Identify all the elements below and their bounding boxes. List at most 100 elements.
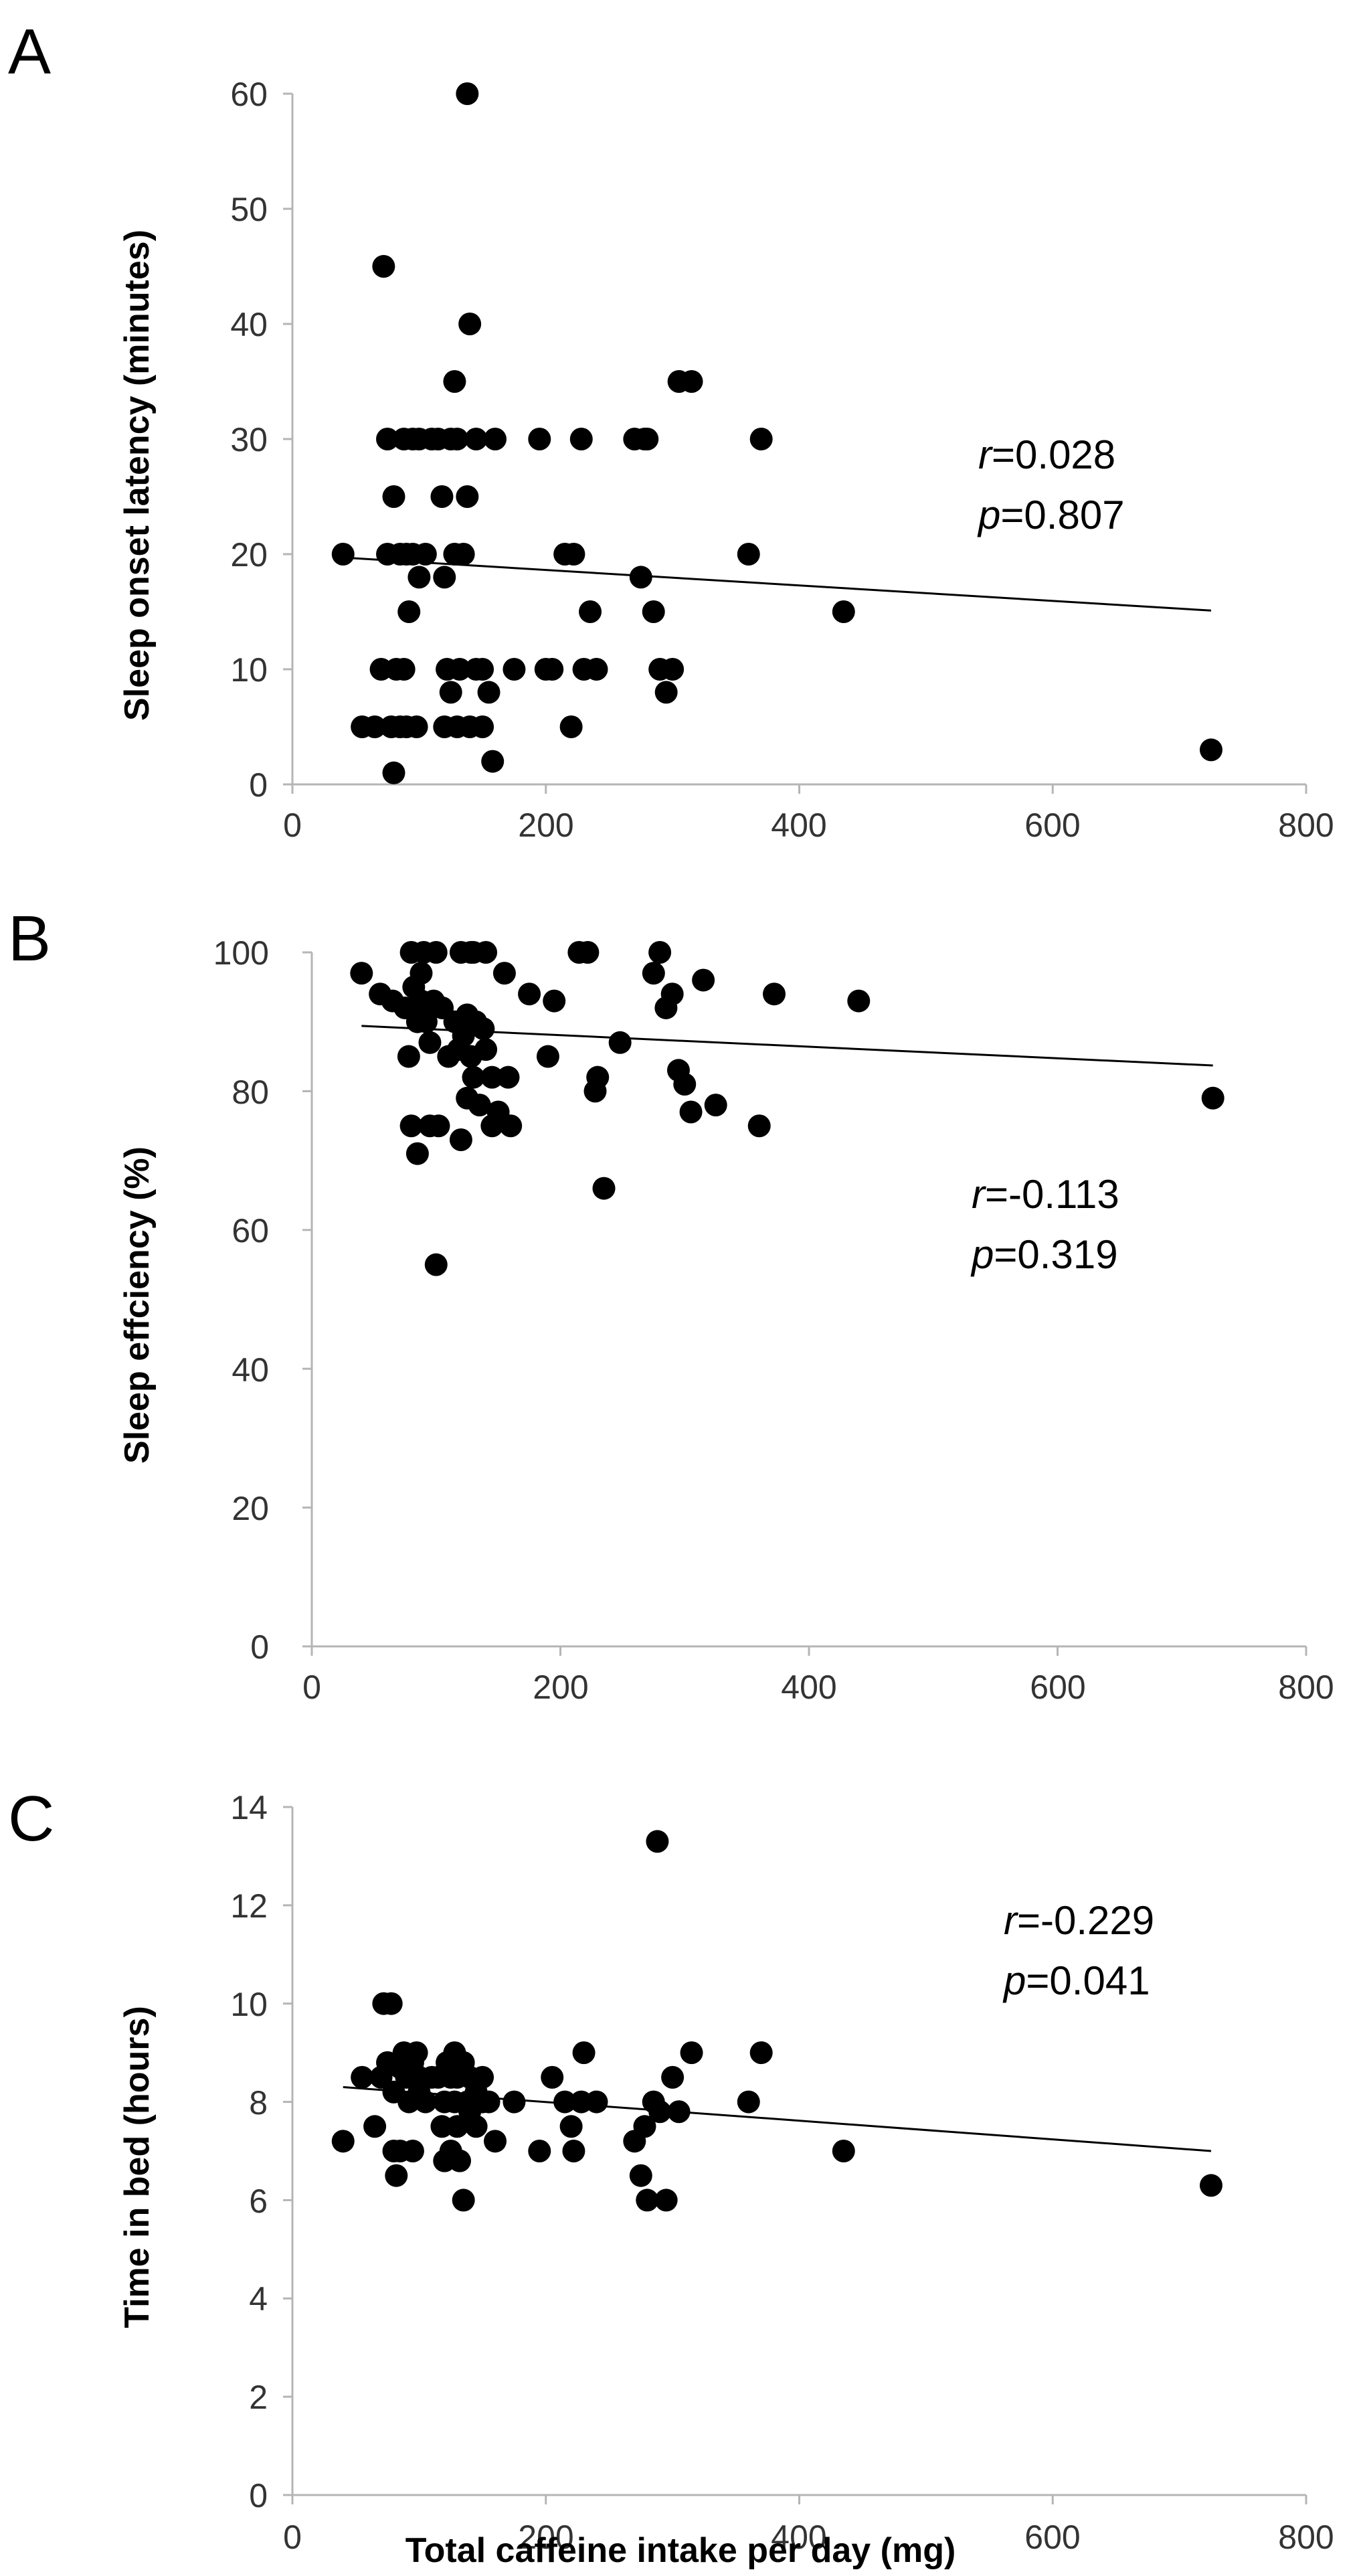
panel-a-tickmarks	[283, 92, 1307, 794]
panel-c-data-point	[559, 2115, 583, 2138]
panel-b-xtick: 200	[533, 1668, 588, 1706]
panel-a-data-point	[452, 543, 475, 566]
panel-b-xtick: 0	[302, 1668, 321, 1706]
panel-c-p-stat: p=0.041	[1002, 1958, 1150, 2003]
panel-a-data-point	[541, 658, 564, 681]
panel-c-ytick: 2	[249, 2379, 268, 2416]
panel-a-r-stat: r=0.028	[978, 432, 1115, 477]
panel-b-data-point	[350, 962, 373, 985]
panel-a-data-point	[433, 566, 456, 589]
panel-c-ytick: 14	[230, 1789, 268, 1826]
panel-a-data-point	[456, 82, 479, 105]
panel-b-data-point	[474, 941, 498, 964]
panel-a-data-point	[1199, 738, 1222, 762]
panel-c-data-point	[464, 2115, 488, 2138]
panel-b-data-point	[499, 1114, 523, 1138]
panel-b-data-point	[576, 941, 600, 964]
panel-c-data-point	[1199, 2174, 1222, 2197]
panel-a-ytick: 0	[249, 766, 268, 804]
panel-b-xtick: 400	[781, 1668, 836, 1706]
panel-b-data-point	[704, 1094, 727, 1117]
panel-b-data-point	[427, 1114, 450, 1138]
panel-a-data-point	[382, 761, 405, 784]
panel-b-data-point	[762, 982, 786, 1006]
panel-c-data-point	[363, 2115, 387, 2138]
panel-b-data-point	[410, 962, 433, 985]
panel-a-data-point	[749, 428, 773, 450]
panel-b-data-point	[847, 989, 871, 1013]
panel-b-data-point	[424, 941, 448, 964]
panel-a-xtick: 200	[518, 806, 573, 844]
panel-a-data-point	[382, 485, 405, 508]
panel-c-data-point	[414, 2090, 437, 2114]
panel-c-data-point	[680, 2041, 703, 2065]
panel-b-data-point	[543, 989, 566, 1013]
panel-c-data-point	[636, 2188, 659, 2212]
panel-b: B Sleep effciency (%) 0 20 40 60 80 100 …	[8, 903, 1334, 1706]
panel-c-data-point	[654, 2188, 678, 2212]
panel-b-data-point	[397, 1045, 420, 1068]
panel-c-data-point	[572, 2041, 596, 2065]
panel-a-data-point	[446, 428, 469, 450]
panel-a-data-point	[528, 428, 551, 450]
panel-c-data-point	[401, 2140, 424, 2162]
panel-c-xtick: 800	[1278, 2518, 1334, 2556]
panel-b-ylabel: Sleep effciency (%)	[118, 1146, 157, 1464]
panel-b-data-point	[472, 1017, 495, 1041]
panel-c-data-point	[484, 2130, 507, 2153]
panel-c-ytick: 10	[230, 1986, 268, 2023]
panel-c-data-point	[385, 2164, 408, 2187]
panel-b-p-stat: p=0.319	[970, 1232, 1118, 1277]
panel-b-data-point	[418, 1031, 442, 1054]
panel-b-ytick: 80	[232, 1074, 269, 1111]
panel-b-data-point	[414, 1010, 438, 1033]
panel-a-data-point	[559, 715, 583, 738]
panel-a-data-point	[680, 370, 703, 393]
panel-a-data-point	[430, 485, 454, 508]
panel-b-trendline	[361, 1025, 1213, 1067]
panel-a-xtick: 0	[283, 806, 302, 844]
panel-c-data-point	[405, 2041, 428, 2065]
panel-a-data-point	[456, 485, 479, 508]
panel-c-data-point	[448, 2149, 471, 2172]
panel-c-data-point	[452, 2188, 475, 2212]
panel-b-data-point	[608, 1031, 632, 1054]
panel-c-data-point	[646, 1830, 669, 1853]
panel-a-ytick: 60	[230, 76, 268, 113]
panel-b-data-point	[492, 962, 516, 985]
panel-b-data-point	[496, 1065, 520, 1089]
panel-b-label: B	[8, 903, 51, 974]
panel-a-data-point	[481, 750, 505, 773]
panel-b-points	[350, 941, 1224, 1276]
panel-c-data-point	[553, 2090, 577, 2114]
panel-b-data-point	[660, 982, 684, 1006]
panel-b-data-point	[586, 1065, 610, 1089]
panel-b-data-point	[474, 1038, 498, 1061]
panel-c-data-point	[667, 2100, 691, 2124]
panel-a-data-point	[477, 681, 501, 704]
panel-c-data-point	[832, 2140, 855, 2162]
panel-b-ytick: 60	[232, 1212, 269, 1250]
panel-c-data-point	[541, 2065, 564, 2089]
panel-b-ytick: 40	[232, 1351, 269, 1389]
panel-b-data-point	[592, 1177, 616, 1200]
panel-b-xtick: 800	[1278, 1668, 1334, 1706]
panel-c-data-point	[477, 2090, 501, 2114]
panel-c-points	[331, 1830, 1222, 2212]
panel-a-data-point	[579, 600, 602, 623]
panel-c-data-point	[331, 2130, 355, 2153]
panel-a-xtick: 400	[771, 806, 826, 844]
panel-a-data-point	[585, 658, 608, 681]
panel-a-data-point	[503, 658, 526, 681]
panel-b-data-point	[518, 982, 541, 1006]
panel-b-ytick: 0	[250, 1628, 269, 1666]
panel-c-data-point	[351, 2065, 374, 2089]
panel-b-data-point	[399, 1114, 423, 1138]
panel-a-data-point	[642, 600, 665, 623]
panel-b-xtick: 600	[1030, 1668, 1085, 1706]
panel-b-data-point	[648, 941, 672, 964]
panel-c-data-point	[471, 2065, 494, 2089]
panel-c-data-point	[503, 2090, 526, 2114]
panel-a-ytick: 50	[230, 191, 268, 228]
panel-c-tickmarks	[283, 1806, 1307, 2504]
